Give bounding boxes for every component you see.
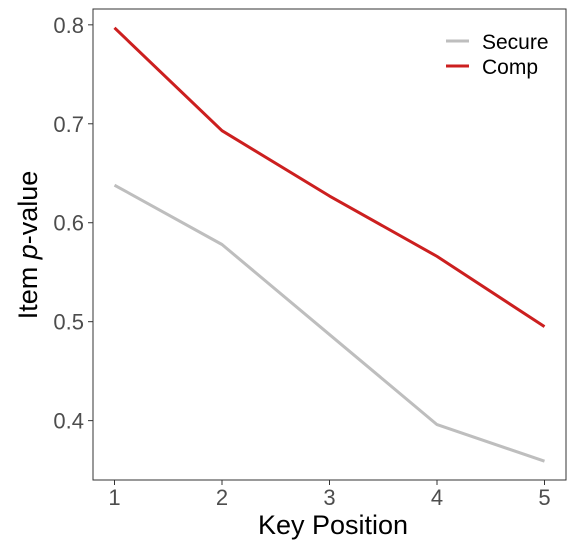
x-tick-label: 1 xyxy=(108,485,120,510)
y-axis: 0.4 0.5 0.6 0.7 0.8 xyxy=(53,13,93,434)
x-axis: 1 2 3 4 5 xyxy=(108,480,551,510)
x-tick-label: 4 xyxy=(431,485,443,510)
y-axis-title-suffix: -value xyxy=(13,171,43,245)
series-line-comp xyxy=(113,26,546,328)
y-axis-title: Item p-value xyxy=(13,171,43,320)
x-tick-label: 5 xyxy=(538,485,550,510)
x-tick-label: 2 xyxy=(216,485,228,510)
legend-label-secure: Secure xyxy=(482,31,549,54)
x-tick-label: 3 xyxy=(323,485,335,510)
y-axis-title-prefix: Item xyxy=(13,259,43,319)
y-tick-label: 0.4 xyxy=(53,409,84,434)
series-lines xyxy=(113,26,546,463)
legend: Secure Comp xyxy=(446,31,549,79)
y-tick-label: 0.5 xyxy=(53,310,84,335)
y-tick-label: 0.8 xyxy=(53,13,84,38)
series-line-secure xyxy=(113,183,545,463)
y-axis-title-italic: p xyxy=(13,244,43,260)
x-axis-title: Key Position xyxy=(258,510,408,540)
y-tick-label: 0.7 xyxy=(53,112,84,137)
legend-label-comp: Comp xyxy=(482,56,538,79)
y-tick-label: 0.6 xyxy=(53,211,84,236)
